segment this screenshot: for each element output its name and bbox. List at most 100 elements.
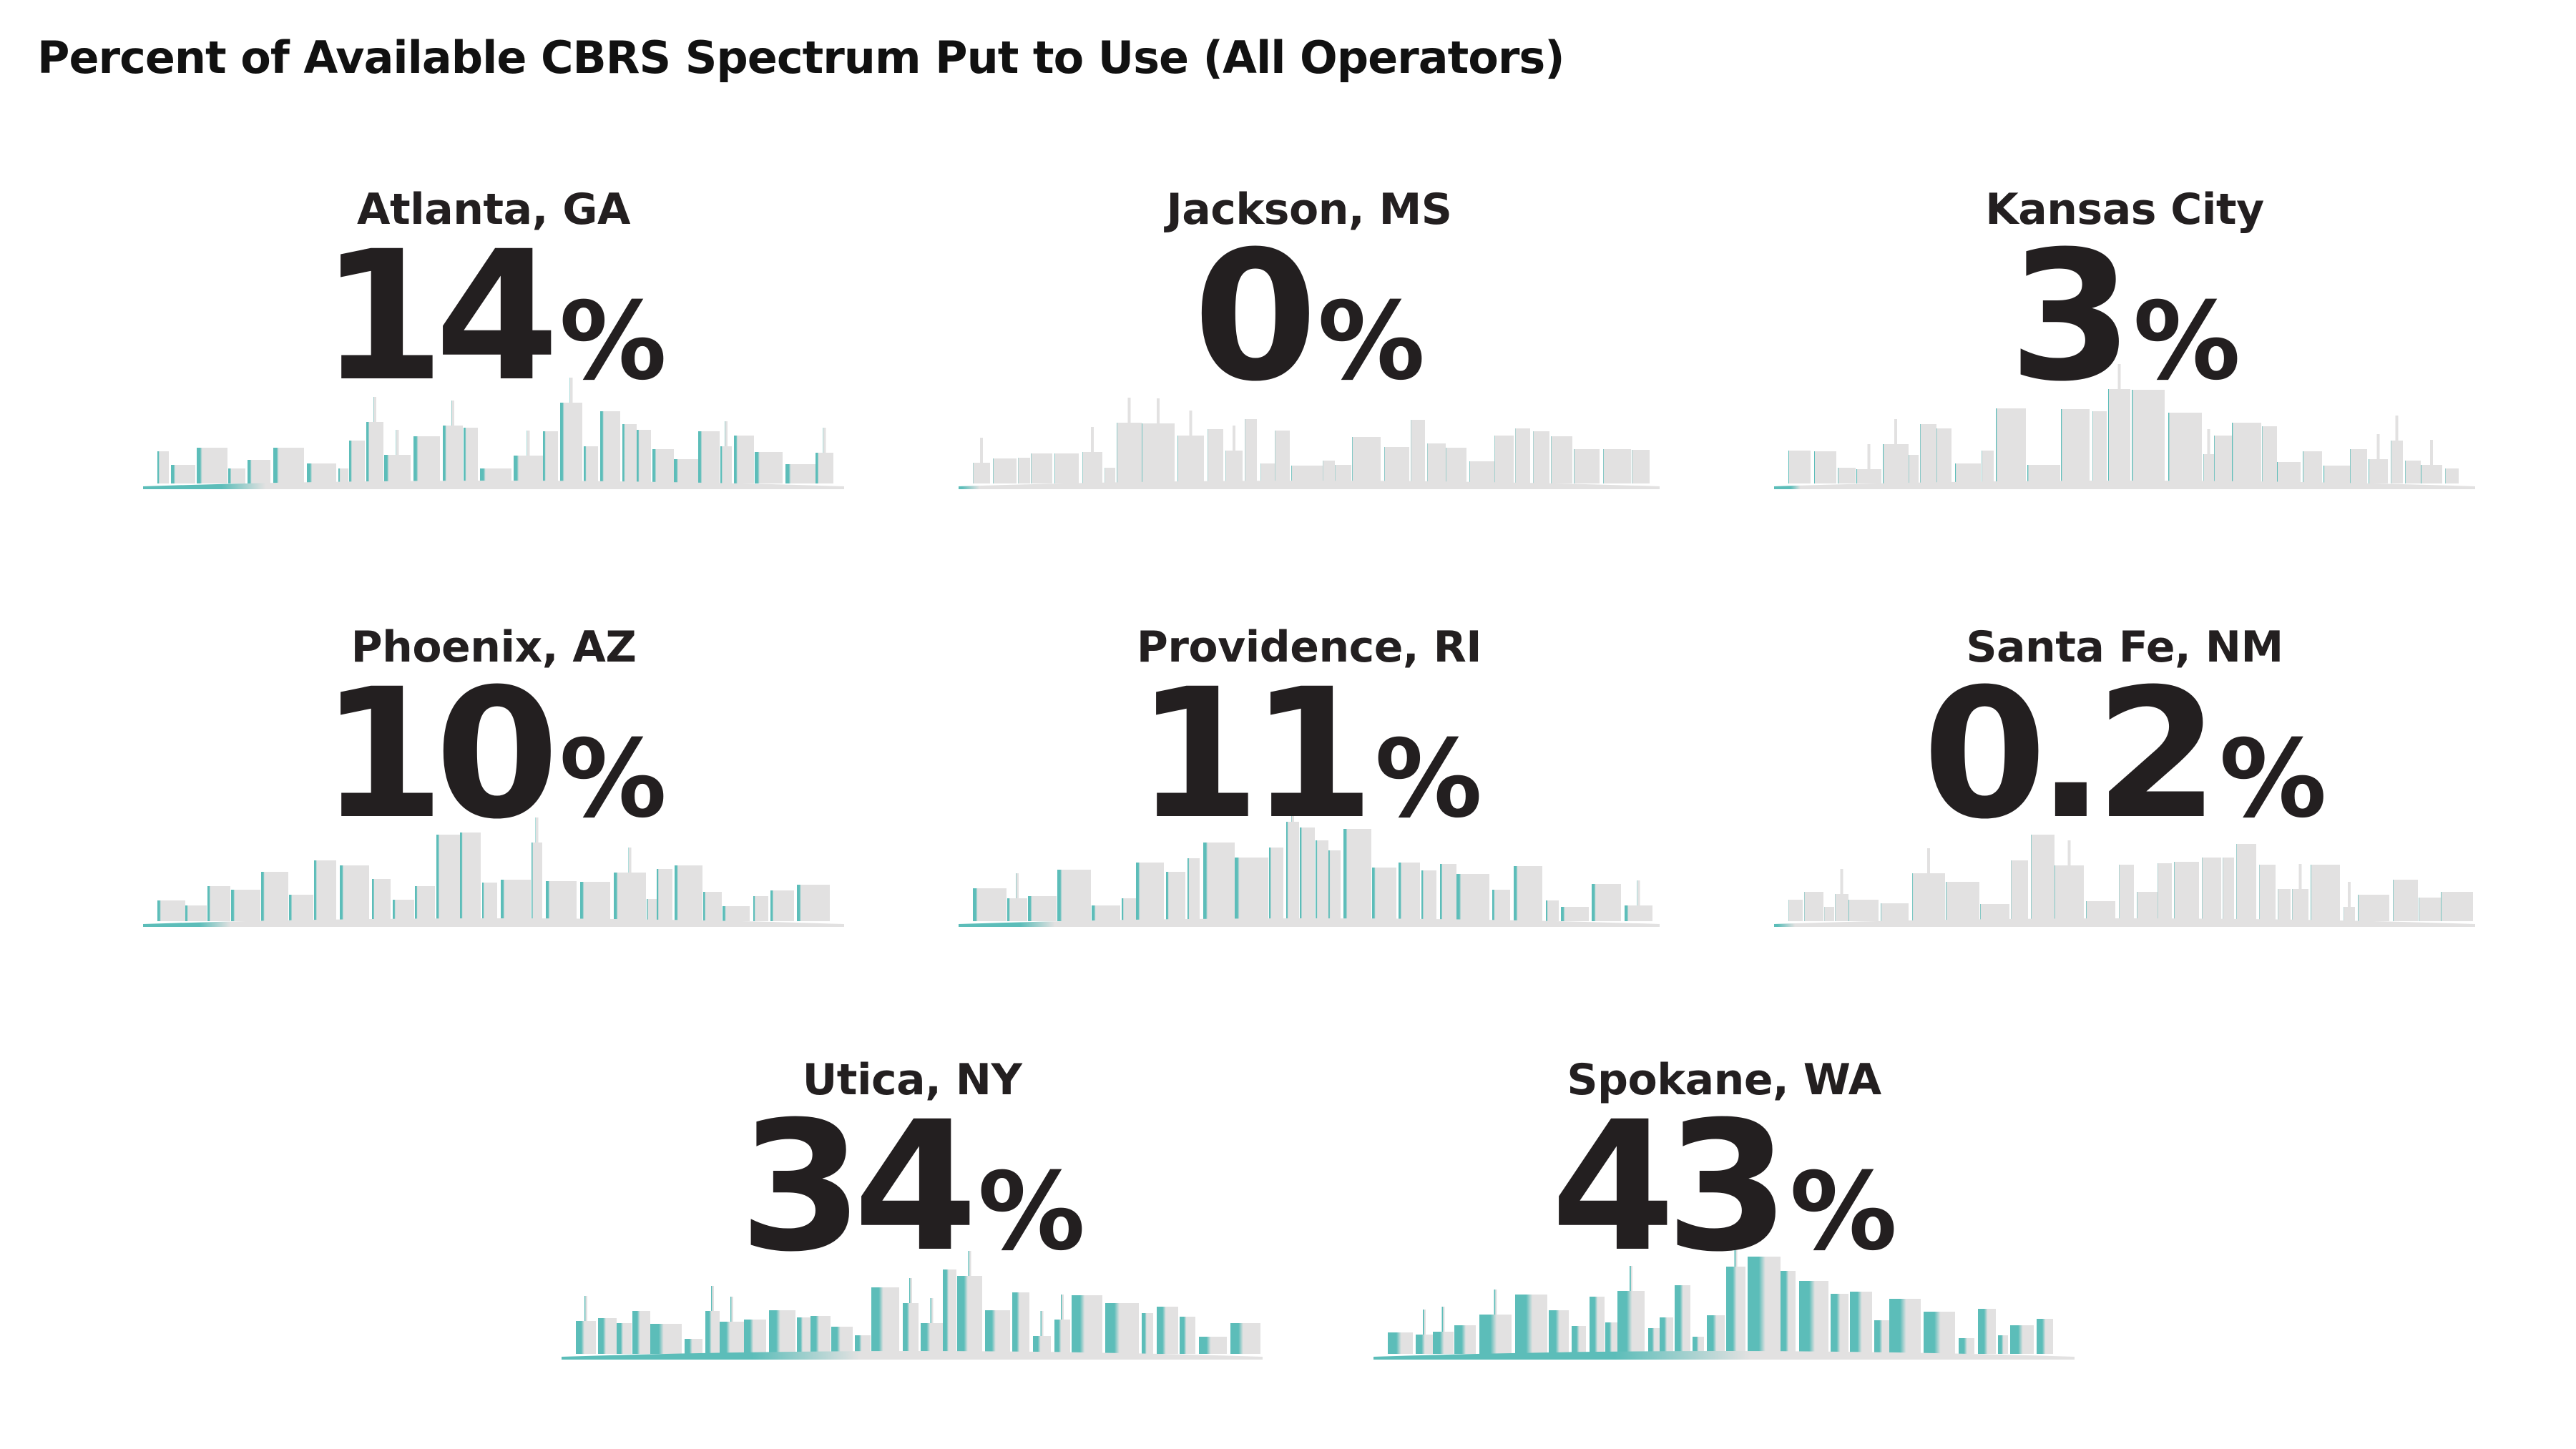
skyline-building — [1421, 870, 1436, 921]
skyline-building — [1546, 900, 1559, 921]
skyline-building — [720, 446, 732, 483]
skyline-spire — [1127, 398, 1131, 423]
skyline-building — [384, 455, 411, 483]
skyline-ground — [959, 918, 1660, 927]
skyline-spire — [1291, 797, 1294, 822]
skyline-building — [1416, 1335, 1433, 1354]
skyline-spire — [711, 1286, 714, 1311]
skyline-building — [1440, 864, 1456, 921]
skyline-building — [1166, 872, 1185, 921]
skyline-spire — [535, 817, 539, 843]
skyline-building — [652, 449, 674, 483]
skyline-building — [753, 896, 768, 921]
skyline-building — [1824, 907, 1834, 921]
city-name: Spokane, WA — [1567, 1055, 1881, 1105]
skyline-building — [674, 459, 698, 483]
skyline-buildings — [959, 797, 1660, 927]
skyline-building — [207, 886, 230, 921]
skyline-building — [1561, 907, 1589, 921]
skyline-building — [1856, 469, 1881, 483]
skyline-building — [1469, 461, 1494, 483]
skyline-building — [436, 835, 460, 921]
skyline-spire — [2376, 434, 2380, 459]
skyline-building — [957, 1276, 982, 1354]
skyline-building — [1072, 1295, 1102, 1354]
skyline-ground — [1774, 481, 2475, 489]
skyline-building — [1291, 466, 1323, 483]
skyline-building — [637, 430, 651, 483]
percent-sign: % — [2219, 717, 2327, 842]
skyline-building — [703, 892, 722, 921]
skyline-building — [1574, 449, 1600, 483]
skyline-building — [2419, 898, 2441, 921]
skyline-building — [1998, 1335, 2008, 1354]
skyline-ground — [1373, 1351, 2075, 1360]
skyline-building — [514, 456, 543, 483]
skyline-spire — [1840, 869, 1843, 894]
skyline-building — [1549, 1310, 1569, 1354]
city-name: Atlanta, GA — [357, 185, 630, 235]
skyline-spire — [1061, 1295, 1064, 1320]
skyline-building — [2037, 1319, 2053, 1354]
city-name: Providence, RI — [1136, 622, 1482, 672]
skyline-ground — [143, 918, 844, 927]
city-name: Jackson, MS — [1166, 185, 1452, 235]
skyline-building — [720, 1322, 744, 1354]
skyline-building — [1203, 843, 1235, 921]
skyline-building — [723, 906, 750, 921]
skyline-building — [2393, 880, 2418, 921]
city-skyline — [1774, 364, 2475, 489]
skyline-building — [413, 436, 440, 483]
skyline-building — [415, 886, 435, 921]
skyline-building — [632, 1311, 650, 1354]
skyline-building — [1328, 850, 1341, 921]
skyline-building — [2303, 451, 2322, 483]
skyline-building — [973, 888, 1007, 921]
city-skyline — [1774, 835, 2475, 927]
skyline-building — [1180, 1317, 1195, 1354]
skyline-building — [810, 1316, 831, 1354]
skyline-building — [1848, 900, 1879, 921]
skyline-spire — [1233, 426, 1235, 451]
skyline-building — [1605, 1322, 1617, 1354]
skyline-building — [1814, 451, 1836, 483]
skyline-building — [1388, 1332, 1413, 1354]
skyline-building — [460, 832, 481, 921]
skyline-building — [261, 872, 288, 921]
skyline-building — [1788, 900, 1803, 921]
skyline-building — [600, 411, 620, 483]
skyline-building — [1590, 1297, 1605, 1354]
skyline-building — [1707, 1315, 1725, 1354]
skyline-building — [1187, 858, 1200, 921]
skyline-building — [2421, 465, 2442, 483]
skyline-building — [675, 865, 702, 921]
skyline-building — [1982, 451, 1994, 483]
skyline-spire — [396, 430, 399, 455]
skyline-building — [2027, 465, 2060, 483]
skyline-buildings — [143, 817, 844, 927]
skyline-building — [1105, 468, 1115, 483]
skyline-spire — [930, 1298, 934, 1323]
skyline-building — [1912, 873, 1945, 921]
skyline-building — [2232, 423, 2261, 483]
skyline-building — [1835, 894, 1848, 921]
skyline-building — [2203, 454, 2214, 483]
skyline-spire — [527, 431, 530, 456]
skyline-building — [584, 446, 598, 483]
skyline-building — [231, 890, 260, 921]
skyline-spire — [1441, 1307, 1445, 1332]
city-skyline — [1373, 1242, 2075, 1360]
skyline-ground — [562, 1351, 1263, 1360]
skyline-building — [314, 860, 336, 921]
skyline-buildings — [143, 378, 844, 489]
skyline-building — [2055, 865, 2084, 921]
city-percent-value: 3 — [2008, 212, 2133, 421]
skyline-building — [1675, 1285, 1690, 1354]
skyline-building — [744, 1320, 766, 1354]
skyline-building — [1427, 443, 1446, 483]
skyline-building — [831, 1327, 853, 1354]
skyline-spire — [1423, 1310, 1426, 1335]
skyline-building — [622, 424, 637, 483]
skyline-spire — [628, 848, 632, 873]
skyline-building — [1033, 1336, 1051, 1354]
